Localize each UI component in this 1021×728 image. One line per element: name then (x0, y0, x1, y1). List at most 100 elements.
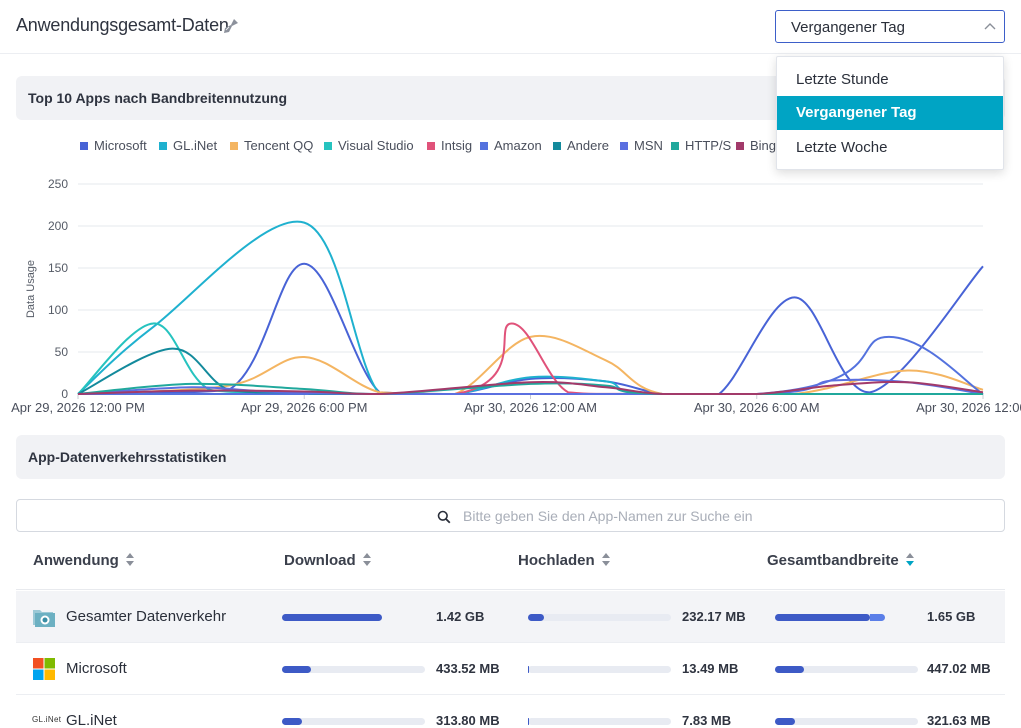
x-tick-label: Apr 30, 2026 6:00 AM (694, 400, 820, 415)
upload-bar-fill (528, 614, 544, 621)
total-value: 447.02 MB (927, 661, 991, 676)
total-value: 1.65 GB (927, 609, 976, 624)
legend-swatch (427, 142, 435, 150)
legend-swatch (230, 142, 238, 150)
menu-item-last-week[interactable]: Letzte Woche (796, 139, 888, 156)
legend-label: Amazon (494, 138, 542, 153)
download-bar-fill (282, 614, 382, 621)
search-icon (437, 510, 451, 524)
legend-label: Intsig (441, 138, 473, 153)
time-range-value: Vergangener Tag (791, 19, 905, 36)
chart-section-title: Top 10 Apps nach Bandbreitennutzung (28, 90, 287, 106)
broom-icon[interactable] (222, 17, 240, 35)
page-title: Anwendungsgesamt-Daten (16, 15, 229, 35)
y-tick-label: 100 (48, 303, 68, 317)
series-line-amazon (78, 335, 984, 396)
y-tick-label: 50 (55, 345, 69, 359)
legend-swatch (480, 142, 488, 150)
sort-icon[interactable] (362, 553, 372, 567)
bandwidth-line-chart: 0 50 100 150 200 250 Data Usage Apr 29, 2026 12… (11, 177, 1021, 415)
legend-swatch (324, 142, 332, 150)
upload-bar-fill (528, 666, 530, 673)
total-value: 321.63 MB (927, 713, 991, 728)
legend-label: Bing (750, 138, 777, 153)
legend-swatch (159, 142, 167, 150)
legend-swatch (620, 142, 628, 150)
legend-label: Visual Studio (338, 138, 414, 153)
legend-label: Microsoft (94, 138, 147, 153)
x-tick-label: Apr 29, 2026 12:00 PM (11, 400, 145, 415)
upload-value: 232.17 MB (682, 609, 746, 624)
legend-label: MSN (634, 138, 663, 153)
series-line-bing (77, 380, 984, 396)
y-axis-label: Data Usage (25, 260, 37, 318)
y-tick-label: 200 (48, 219, 68, 233)
upload-bar-fill (528, 718, 530, 725)
legend-label: Andere (567, 138, 609, 153)
table-row-total-traffic[interactable]: Gesamter Datenverkehr 1.42 GB 232.17 MB … (16, 591, 1005, 643)
y-tick-label: 250 (48, 177, 68, 191)
total-bar (775, 614, 885, 621)
column-header-total-bandwidth[interactable]: Gesamtbandbreite (767, 552, 915, 570)
column-header-upload[interactable]: Hochladen (518, 552, 611, 570)
download-value: 313.80 MB (436, 713, 500, 728)
legend-label: HTTP/S (685, 138, 732, 153)
total-bar-fill (775, 666, 804, 673)
app-search-box[interactable] (16, 499, 1005, 532)
microsoft-logo-icon (33, 658, 55, 680)
legend-label: GL.iNet (173, 138, 218, 153)
total-bar-fill (775, 718, 796, 725)
menu-item-last-hour[interactable]: Letzte Stunde (796, 71, 889, 88)
legend-swatch (736, 142, 744, 150)
download-bar-fill (282, 666, 311, 673)
time-range-menu: Letzte Stunde Vergangener Tag Letzte Woc… (776, 56, 1004, 170)
upload-bar (528, 614, 671, 621)
legend-swatch (553, 142, 561, 150)
series-line-gl-inet (77, 220, 983, 395)
download-bar-fill (282, 718, 303, 725)
total-bar (775, 666, 918, 673)
download-value: 1.42 GB (436, 609, 485, 624)
sort-icon[interactable] (601, 553, 611, 567)
series-line-msn (77, 378, 984, 396)
table-header-divider (16, 589, 1005, 590)
x-tick-label: Apr 29, 2026 6:00 PM (241, 400, 367, 415)
sort-icon[interactable] (125, 553, 135, 567)
app-name: Gesamter Datenverkehr (66, 608, 227, 625)
legend-swatch (80, 142, 88, 150)
total-bar (775, 718, 918, 725)
download-value: 433.52 MB (436, 661, 500, 676)
y-tick-label: 0 (61, 387, 68, 401)
upload-value: 7.83 MB (682, 713, 732, 728)
app-name: GL.iNet (66, 712, 117, 728)
menu-item-past-day[interactable]: Vergangener Tag (777, 96, 1003, 130)
column-header-application[interactable]: Anwendung (33, 552, 135, 570)
stats-section-header: App-Datenverkehrsstatistiken (16, 435, 1005, 479)
sort-desc-icon[interactable] (905, 553, 915, 567)
series-line-microsoft (77, 262, 984, 396)
download-bar (282, 614, 382, 621)
top-bar: Anwendungsgesamt-Daten Vergangener Tag (0, 0, 1021, 54)
chevron-up-icon (984, 23, 996, 30)
table-row-microsoft[interactable]: Microsoft 433.52 MB 13.49 MB 447.02 MB (16, 643, 1005, 695)
column-header-download[interactable]: Download (284, 552, 372, 570)
stats-section-title: App-Datenverkehrsstatistiken (28, 449, 227, 465)
time-range-select[interactable]: Vergangener Tag (775, 10, 1005, 43)
total-bar-fill (775, 614, 870, 621)
series-line-tencent-qq (77, 334, 984, 396)
legend-swatch (671, 142, 679, 150)
upload-bar (528, 666, 671, 673)
table-row-glinet[interactable]: GL.iNet GL.iNet 313.80 MB 7.83 MB 321.63… (16, 695, 1005, 728)
app-name: Microsoft (66, 660, 127, 677)
x-tick-label: Apr 30, 2026 12:00 PM (916, 400, 1021, 415)
upload-bar (528, 718, 671, 725)
legend-label: Tencent QQ (244, 138, 314, 153)
upload-value: 13.49 MB (682, 661, 739, 676)
download-bar (282, 718, 425, 725)
folder-network-icon (33, 610, 55, 627)
app-search-input[interactable] (463, 506, 863, 526)
download-bar (282, 666, 425, 673)
total-bar-fill-secondary (869, 614, 885, 621)
x-tick-label: Apr 30, 2026 12:00 AM (464, 400, 597, 415)
y-tick-label: 150 (48, 261, 68, 275)
